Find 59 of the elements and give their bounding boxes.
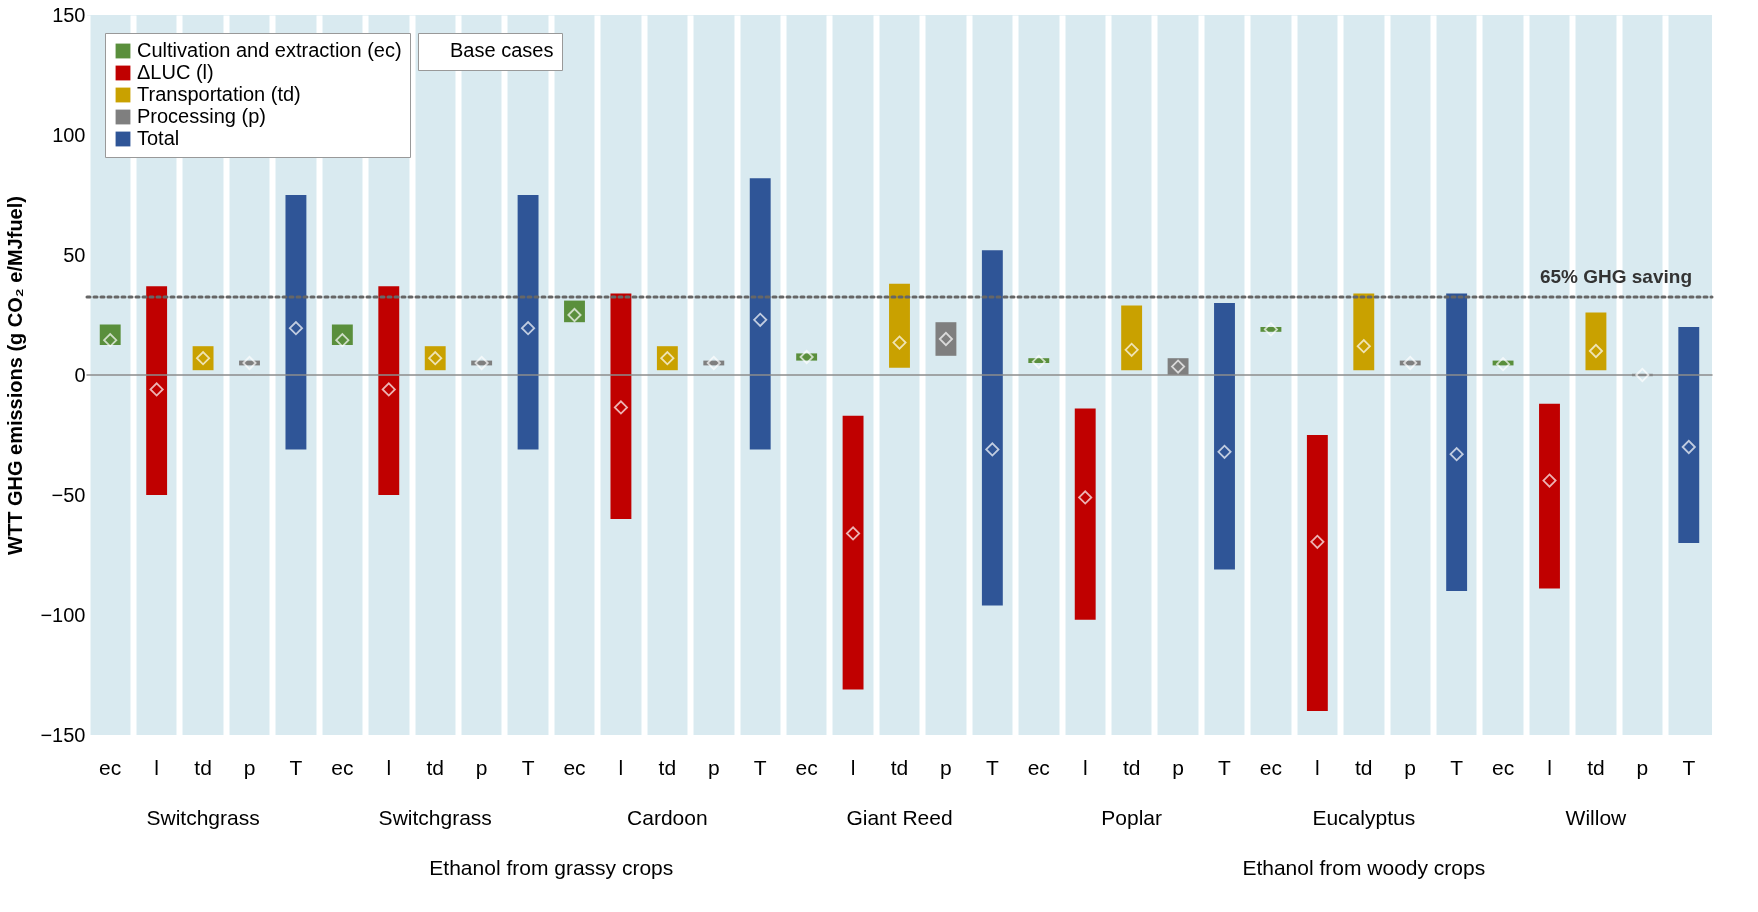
x-tick-label: l <box>850 755 856 779</box>
x-tick-label: T <box>1450 755 1464 779</box>
y-tick-label: 50 <box>63 243 86 266</box>
legend-label: ΔLUC (l) <box>137 61 214 83</box>
legend-label: Transportation (td) <box>137 83 301 105</box>
x-tick-label: p <box>707 755 720 779</box>
text: Ethanol from grassy crops <box>429 856 674 879</box>
text: Giant Reed <box>846 806 953 829</box>
y-axis-title: WTT GHG emissions (g CO₂ e/MJfuel) <box>4 196 27 555</box>
x-tick-label: ec <box>1491 755 1515 779</box>
x-tick-label: l <box>386 755 392 779</box>
text: Poplar <box>1101 806 1162 829</box>
x-tick-label: l <box>154 755 159 779</box>
text: Switchgrass <box>146 806 260 829</box>
x-tick-label: T <box>289 755 303 779</box>
x-tick-label: T <box>1218 755 1232 779</box>
x-tick-label: td <box>194 755 212 779</box>
x-tick-label: ec <box>1027 755 1050 779</box>
x-tick-label: ec <box>795 755 818 779</box>
x-tick-label: l <box>1547 755 1552 779</box>
legend-label: Cultivation and extraction (ec) <box>137 39 402 61</box>
x-tick-label: l <box>1082 755 1088 779</box>
x-tick-label: td <box>426 755 444 779</box>
y-tick-label: −100 <box>40 603 86 626</box>
x-tick-label: l <box>618 755 624 779</box>
x-tick-label: ec <box>1259 755 1283 779</box>
x-tick-label: T <box>985 755 999 779</box>
ref-line-label: 65% GHG saving <box>1539 266 1692 287</box>
x-tick-label: T <box>753 755 767 779</box>
x-tick-label: ec <box>99 755 122 779</box>
x-tick-label: td <box>890 755 909 779</box>
x-tick-label: p <box>243 755 256 779</box>
text: Willow <box>1565 806 1628 829</box>
x-tick-label: td <box>1355 755 1373 779</box>
x-tick-label: T <box>521 755 535 779</box>
text: Ethanol from woody crops <box>1242 856 1486 879</box>
text: Switchgrass <box>378 806 492 829</box>
y-tick-label: 100 <box>52 123 86 146</box>
text: Eucalyptus <box>1312 806 1416 829</box>
x-tick-label: td <box>1587 755 1605 779</box>
legend-label: Processing (p) <box>137 105 266 127</box>
x-tick-label: l <box>1315 755 1320 779</box>
x-tick-label: td <box>1122 755 1141 779</box>
x-tick-label: p <box>1172 755 1184 779</box>
x-tick-label: ec <box>331 755 354 779</box>
x-tick-label: p <box>475 755 488 779</box>
x-tick-label: p <box>1404 755 1417 779</box>
text: Cardoon <box>627 806 708 829</box>
y-tick-label: −150 <box>40 723 86 746</box>
x-tick-label: p <box>1636 755 1649 779</box>
x-tick-label: p <box>940 755 952 779</box>
y-tick-label: 0 <box>74 363 86 386</box>
y-tick-label: −50 <box>51 483 86 506</box>
x-tick-label: td <box>658 755 677 779</box>
x-tick-label: ec <box>563 755 586 779</box>
legend-label: Total <box>137 127 180 149</box>
y-tick-label: 150 <box>52 3 86 26</box>
text: Base cases <box>450 39 554 61</box>
x-tick-label: T <box>1682 755 1696 779</box>
